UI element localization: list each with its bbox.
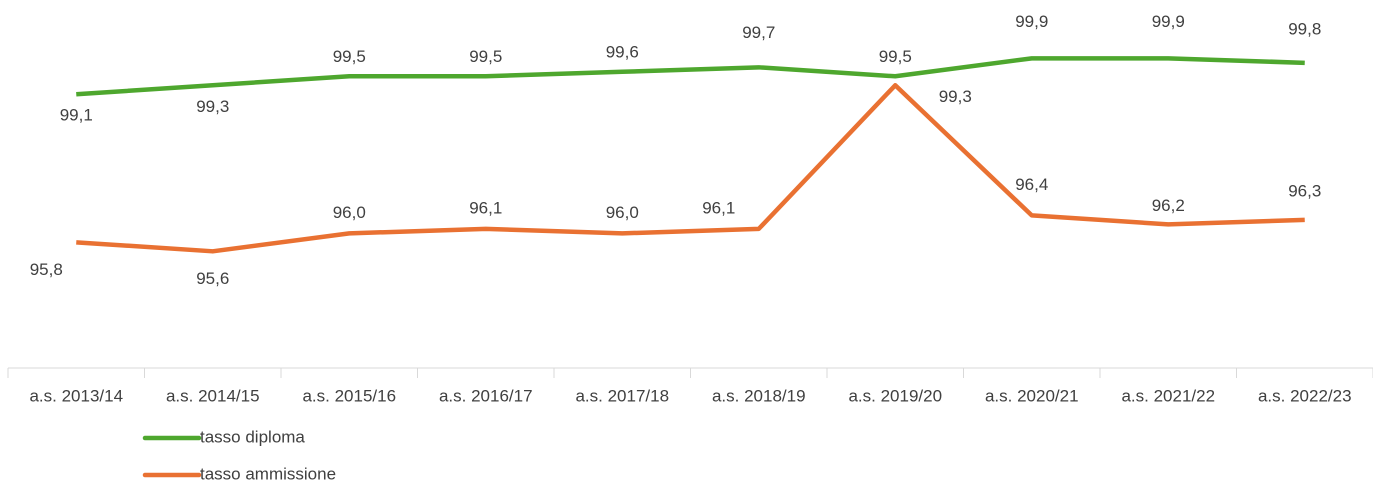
x-tick-label: a.s. 2015/16 <box>302 386 396 405</box>
x-tick-label: a.s. 2020/21 <box>985 386 1079 405</box>
data-label: 99,3 <box>939 87 972 106</box>
data-label: 96,1 <box>469 198 502 217</box>
data-label: 99,5 <box>879 47 912 66</box>
data-label: 99,5 <box>469 47 502 66</box>
data-label: 96,1 <box>702 198 735 217</box>
x-tick-label: a.s. 2017/18 <box>575 386 669 405</box>
legend-label: tasso diploma <box>200 427 305 446</box>
x-tick-label: a.s. 2016/17 <box>439 386 533 405</box>
legend-label: tasso ammissione <box>200 464 336 483</box>
x-tick-label: a.s. 2013/14 <box>29 386 123 405</box>
data-label: 95,6 <box>196 269 229 288</box>
data-label: 99,5 <box>333 47 366 66</box>
data-label: 96,3 <box>1288 181 1321 200</box>
x-tick-label: a.s. 2018/19 <box>712 386 806 405</box>
x-tick-label: a.s. 2019/20 <box>848 386 942 405</box>
data-label: 99,7 <box>742 23 775 42</box>
data-label: 95,8 <box>30 260 63 279</box>
data-label: 96,0 <box>606 203 639 222</box>
x-tick-label: a.s. 2014/15 <box>166 386 260 405</box>
data-label: 99,1 <box>60 106 93 125</box>
data-label: 96,0 <box>333 203 366 222</box>
data-label: 99,9 <box>1015 12 1048 31</box>
data-label: 99,8 <box>1288 19 1321 38</box>
data-label: 99,6 <box>606 42 639 61</box>
data-label: 96,4 <box>1015 175 1048 194</box>
data-label: 96,2 <box>1152 196 1185 215</box>
data-label: 99,3 <box>196 97 229 116</box>
series-line <box>76 83 1305 254</box>
data-label: 99,9 <box>1152 12 1185 31</box>
x-tick-label: a.s. 2022/23 <box>1258 386 1352 405</box>
x-tick-label: a.s. 2021/22 <box>1121 386 1215 405</box>
series-line <box>76 56 1305 97</box>
